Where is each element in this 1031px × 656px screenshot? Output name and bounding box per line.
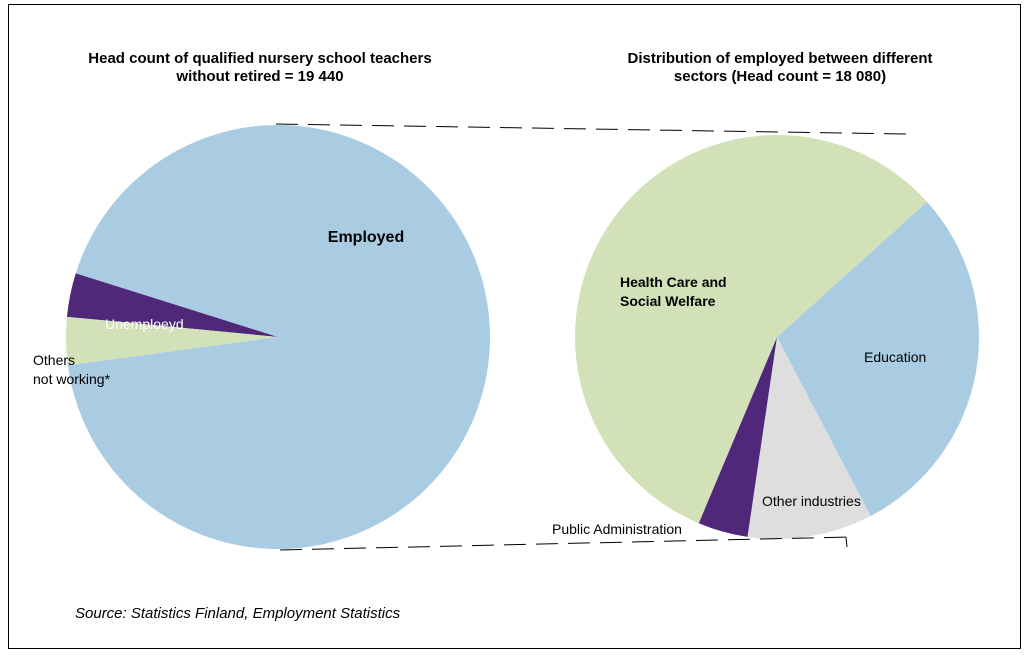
right-slice-1 (777, 201, 979, 517)
slice-label-public-administration: Public Administration (552, 521, 682, 537)
slice-label-unemployed: Unemploeyd (105, 316, 184, 332)
connector-line-2 (845, 536, 848, 548)
connector-line-1 (279, 536, 851, 551)
right-slice-2 (747, 337, 871, 539)
left-slice-1 (66, 273, 278, 337)
slice-label-other-industries: Other industries (762, 493, 861, 509)
left-slice-2 (66, 316, 278, 366)
left-chart-title: Head count of qualified nursery school t… (20, 50, 500, 86)
left-pie (66, 124, 490, 549)
slice-label-health-care-line2: Social Welfare (620, 293, 716, 309)
right-slice-3 (698, 337, 777, 537)
slice-label-others-line1: Others (33, 352, 75, 368)
right-chart-title: Distribution of employed between differe… (560, 50, 1000, 86)
left-title-line2: without retired = 19 440 (176, 68, 344, 85)
connector-lines (275, 123, 908, 551)
slice-label-employed: Employed (328, 229, 404, 246)
left-slice-0 (67, 124, 490, 549)
connector-line-0 (275, 123, 908, 135)
slice-label-others-line2: not working* (33, 371, 111, 387)
left-title-line1: Head count of qualified nursery school t… (88, 50, 432, 67)
slice-label-education: Education (864, 349, 926, 365)
slice-label-health-care-line1: Health Care and (620, 274, 727, 290)
right-title-line1: Distribution of employed between differe… (627, 50, 933, 67)
source-note: Source: Statistics Finland, Employment S… (75, 605, 401, 622)
right-title-line2: sectors (Head count = 18 080) (673, 68, 887, 85)
right-pie (574, 134, 979, 539)
right-slice-0 (574, 134, 928, 524)
